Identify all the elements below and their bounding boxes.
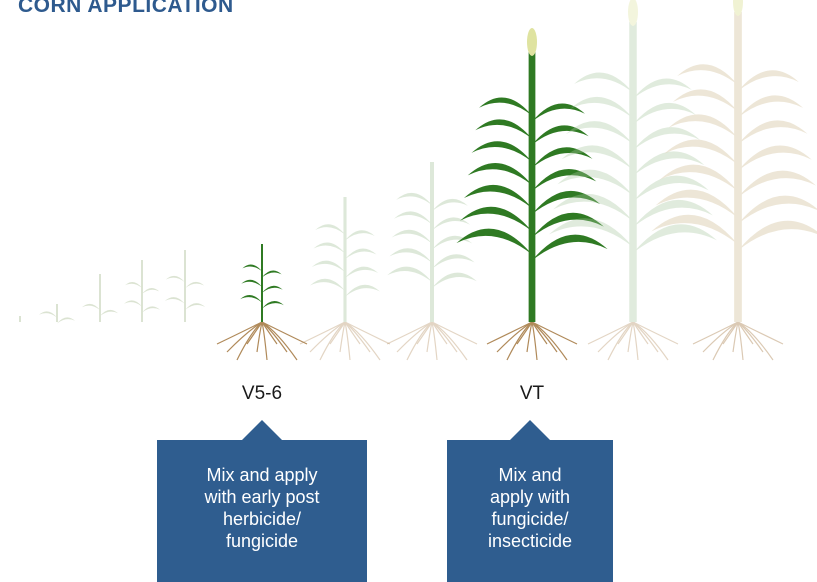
leaf — [460, 207, 532, 232]
leaf — [345, 248, 377, 259]
leaf — [669, 114, 738, 138]
callout-line: with early post — [157, 486, 367, 508]
callout-line: Mix and — [447, 464, 613, 486]
leaf — [432, 273, 477, 288]
corn-plant — [82, 274, 118, 322]
leaf — [570, 97, 633, 119]
stage-label: VT — [472, 383, 592, 405]
leaf — [125, 282, 142, 288]
leaf — [574, 73, 633, 93]
title: CORN APPLICATION — [18, 0, 234, 18]
leaf — [738, 171, 816, 198]
leaf — [432, 199, 468, 211]
leaf — [389, 248, 432, 263]
callout-line: fungicide — [157, 530, 367, 552]
leaf — [532, 103, 585, 121]
leaf — [566, 121, 633, 144]
leaf — [312, 261, 345, 272]
callout-box: Mix and apply with fungicide/ insecticid… — [447, 440, 613, 582]
corn-plant — [387, 162, 477, 360]
leaf — [100, 310, 118, 316]
leaf — [392, 230, 432, 244]
leaf — [262, 271, 282, 278]
leaf — [633, 127, 700, 150]
callout-box: Mix and apply with early post herbicide/… — [157, 440, 367, 582]
leaf — [124, 300, 142, 306]
leaf — [394, 211, 432, 224]
stage-label: V5-6 — [202, 383, 322, 405]
leaf — [738, 70, 799, 91]
callout-line: apply with — [447, 486, 613, 508]
growth-illustration — [0, 0, 817, 582]
leaf — [310, 279, 345, 291]
callout-line: insecticide — [447, 530, 613, 552]
leaf — [262, 286, 283, 293]
leaf — [262, 301, 284, 308]
leaf — [345, 285, 380, 297]
corn-plant — [39, 304, 75, 324]
leaf — [633, 224, 717, 253]
leaf — [464, 185, 532, 208]
leaf — [165, 297, 185, 304]
leaf — [345, 230, 375, 240]
leaf — [241, 280, 262, 287]
leaf — [39, 311, 57, 317]
leaf — [242, 265, 262, 272]
corn-plant — [124, 260, 160, 322]
tassel — [527, 28, 537, 56]
leaf — [166, 276, 185, 283]
corn-plant — [300, 197, 390, 360]
leaf — [475, 119, 532, 138]
leaf — [345, 267, 378, 278]
corn-plant — [549, 0, 717, 360]
leaf — [142, 288, 159, 294]
corn-plant — [217, 244, 307, 360]
leaf — [240, 295, 262, 302]
leaf — [142, 306, 160, 312]
leaf — [396, 193, 432, 205]
leaf — [738, 221, 817, 251]
corn-plant — [165, 250, 205, 322]
leaf — [479, 97, 532, 115]
callout-line: Mix and apply — [157, 464, 367, 486]
leaf — [185, 303, 205, 310]
leaf — [468, 163, 532, 185]
leaf — [315, 224, 345, 234]
leaf — [532, 235, 608, 261]
leaf — [738, 196, 817, 224]
leaf — [387, 267, 432, 282]
callout-line: fungicide/ — [447, 508, 613, 530]
leaf — [57, 317, 75, 323]
page: {"header": {"title": "CORN APPLICATION"}… — [0, 0, 817, 582]
leaf — [82, 304, 100, 310]
leaf — [314, 242, 346, 253]
leaf — [677, 64, 738, 85]
leaf — [738, 120, 807, 144]
leaf — [472, 141, 532, 162]
leaf — [738, 145, 812, 170]
leaf — [432, 254, 475, 269]
leaf — [185, 282, 204, 289]
leaf — [432, 217, 470, 230]
callout-line: herbicide/ — [157, 508, 367, 530]
leaf — [738, 95, 803, 117]
